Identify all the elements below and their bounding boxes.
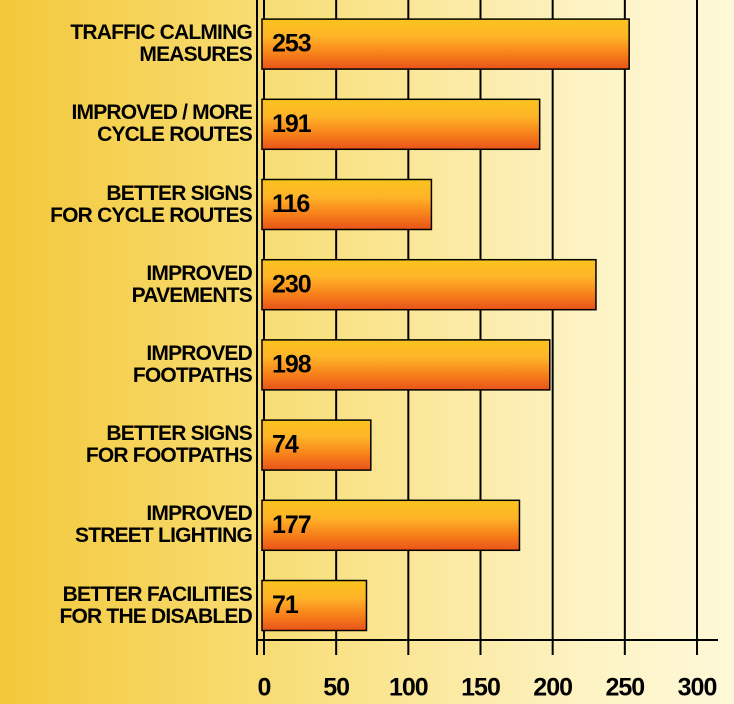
value-label: 116 bbox=[272, 190, 309, 218]
y-tick-label: IMPROVED FOOTPATHS bbox=[132, 341, 253, 387]
y-tick-label: IMPROVED STREET LIGHTING bbox=[74, 502, 253, 548]
y-tick-label: IMPROVED PAVEMENTS bbox=[131, 261, 253, 307]
x-tick-label: 200 bbox=[533, 674, 572, 702]
y-tick-label: BETTER FACILITIES FOR THE DISABLED bbox=[59, 582, 252, 628]
x-tick-label: 0 bbox=[258, 674, 271, 702]
bar bbox=[261, 18, 630, 70]
y-tick-label: BETTER SIGNS FOR FOOTPATHS bbox=[85, 422, 253, 468]
bar bbox=[261, 499, 521, 552]
x-tick-label: 300 bbox=[678, 674, 717, 702]
value-label: 71 bbox=[272, 591, 299, 619]
value-label: 230 bbox=[272, 270, 311, 298]
y-tick-label: BETTER SIGNS FOR CYCLE ROUTES bbox=[50, 181, 253, 227]
bar bbox=[261, 98, 541, 151]
value-label: 191 bbox=[272, 110, 312, 138]
bar bbox=[261, 258, 597, 311]
value-label: 74 bbox=[272, 431, 299, 459]
bar bbox=[261, 339, 551, 391]
x-tick-label: 100 bbox=[389, 674, 428, 702]
y-tick-label: IMPROVED / MORE CYCLE ROUTES bbox=[71, 101, 252, 147]
value-label: 198 bbox=[272, 351, 312, 379]
y-tick-label: TRAFFIC CALMING MEASURES bbox=[70, 21, 252, 67]
bar bbox=[261, 178, 433, 231]
bar bbox=[261, 419, 372, 471]
x-tick-label: 150 bbox=[461, 674, 500, 702]
value-label: 253 bbox=[272, 30, 311, 58]
x-tick-label: 250 bbox=[605, 674, 644, 702]
bar bbox=[261, 579, 368, 632]
x-tick-label: 50 bbox=[323, 674, 349, 702]
value-label: 177 bbox=[272, 511, 311, 539]
